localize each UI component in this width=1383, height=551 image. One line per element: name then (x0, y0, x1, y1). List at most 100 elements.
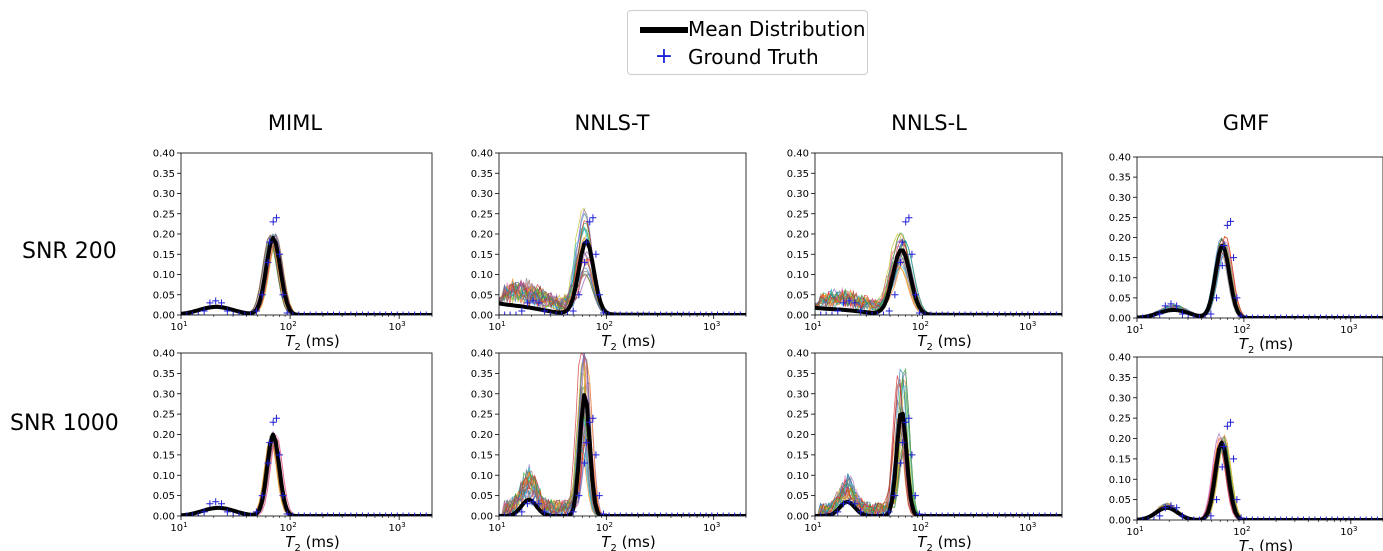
ground-truth-marker (1237, 312, 1245, 318)
ground-truth-marker (1373, 314, 1381, 318)
ground-truth-marker (822, 512, 830, 516)
ground-truth-marker (1368, 516, 1376, 520)
ground-truth-marker (885, 307, 893, 315)
x-axis-label: T2 (ms) (601, 533, 655, 551)
ground-truth-marker (828, 512, 836, 516)
y-tick-label: 0.10 (153, 471, 175, 482)
ground-truth-marker (1012, 512, 1020, 516)
plot-area (499, 207, 746, 315)
ground-truth-marker (247, 311, 255, 315)
ground-truth-marker (1356, 516, 1364, 520)
ground-truth-marker (295, 512, 303, 516)
ground-truth-marker (506, 311, 514, 315)
x-axis-label: T2 (ms) (285, 332, 339, 353)
ground-truth-marker (252, 307, 260, 315)
ground-truth-marker (1030, 311, 1038, 315)
ground-truth-marker (662, 311, 670, 315)
ground-truth-marker (1288, 314, 1296, 318)
y-tick-label: 0.40 (471, 349, 493, 360)
sample-curve (181, 241, 432, 315)
mean-distribution-line (181, 236, 432, 315)
ground-truth-marker (546, 311, 554, 315)
ground-truth-marker (1317, 516, 1325, 520)
y-tick-label: 0.25 (787, 209, 809, 220)
ground-truth-marker (586, 418, 594, 426)
ground-truth-marker (347, 311, 355, 315)
ground-truth-marker (616, 311, 624, 315)
ground-truth-marker (1311, 516, 1319, 520)
y-tick-label: 0.35 (787, 169, 809, 180)
ground-truth-marker (967, 512, 975, 516)
ground-truth-marker (518, 307, 526, 315)
ground-truth-marker (269, 418, 277, 426)
ground-truth-marker (370, 311, 378, 315)
ground-truth-marker (387, 512, 395, 516)
x-tick-label: 103 (1340, 323, 1357, 336)
ground-truth-marker (399, 311, 407, 315)
ground-truth-marker (272, 414, 280, 422)
panel-miml-snr-200: 0.00 0.05 0.10 0.15 0.20 0.25 0.30 0.35 0.40 101 1… (153, 149, 433, 353)
axes-frame (180, 152, 433, 316)
ground-truth-marker (938, 512, 946, 516)
sample-curve (815, 267, 1062, 315)
ground-truth-marker (645, 311, 653, 315)
ground-truth-marker (318, 311, 326, 315)
y-tick-label: 0.05 (471, 290, 493, 301)
sample-curve (499, 353, 746, 516)
ground-truth-marker (995, 512, 1003, 516)
x-tick-label: 103 (703, 521, 720, 534)
ground-truth-marker (1294, 516, 1302, 520)
ground-truth-marker (902, 418, 910, 426)
ground-truth-marker (915, 309, 923, 315)
y-tick-label: 0.05 (1109, 293, 1131, 304)
sample-curve (499, 415, 746, 516)
ground-truth-marker (1243, 516, 1251, 520)
ground-truth-marker (736, 311, 744, 315)
ground-truth-marker (891, 492, 899, 500)
x-axis-label: T2 (ms) (601, 332, 655, 353)
ground-truth-marker (552, 311, 560, 315)
y-tick-label: 0.05 (471, 491, 493, 502)
sample-curve (499, 450, 746, 516)
ground-truth-marker (575, 291, 583, 299)
ground-truth-marker (668, 311, 676, 315)
y-tick-label: 0.10 (471, 270, 493, 281)
ground-truth-marker (416, 311, 424, 315)
legend-label-mean: Mean Distribution (688, 17, 866, 41)
ground-truth-marker (341, 512, 349, 516)
ground-truth-marker (1368, 314, 1376, 318)
ground-truth-marker (984, 512, 992, 516)
sample-curve (815, 427, 1062, 516)
ground-truth-marker (279, 291, 287, 299)
ground-truth-marker (955, 311, 963, 315)
ground-truth-marker (592, 250, 600, 258)
ground-truth-marker (1173, 504, 1181, 512)
ground-truth-marker (1007, 512, 1015, 516)
ground-truth-marker (393, 512, 401, 516)
ground-truth-marker (183, 512, 191, 516)
ground-truth-marker (217, 500, 225, 508)
ground-truth-marker (851, 299, 859, 307)
sample-curve (815, 249, 1062, 315)
ground-truth-marker (1207, 512, 1215, 520)
ground-truth-marker (289, 512, 297, 516)
ground-truth-marker (634, 311, 642, 315)
ground-truth-marker (1271, 516, 1279, 520)
ground-truth-marker (1024, 311, 1032, 315)
ground-truth-marker (1362, 314, 1370, 318)
ground-truth-marker (223, 307, 231, 315)
mean-distribution-line (181, 432, 432, 516)
ground-truth-marker (422, 311, 430, 315)
ground-truth-marker (387, 311, 395, 315)
y-tick-label: 0.15 (787, 450, 809, 461)
sample-curve (499, 251, 746, 315)
ground-truth-marker (416, 512, 424, 516)
ground-truth-marker (523, 500, 531, 508)
ground-truth-marker (927, 311, 935, 315)
sample-curve (181, 436, 432, 516)
y-tick-label: 0.30 (787, 189, 809, 200)
ground-truth-marker (1282, 516, 1290, 520)
ground-truth-marker (915, 510, 923, 516)
row-label-snr-1000: SNR 1000 (10, 411, 119, 436)
ground-truth-marker (235, 512, 243, 516)
